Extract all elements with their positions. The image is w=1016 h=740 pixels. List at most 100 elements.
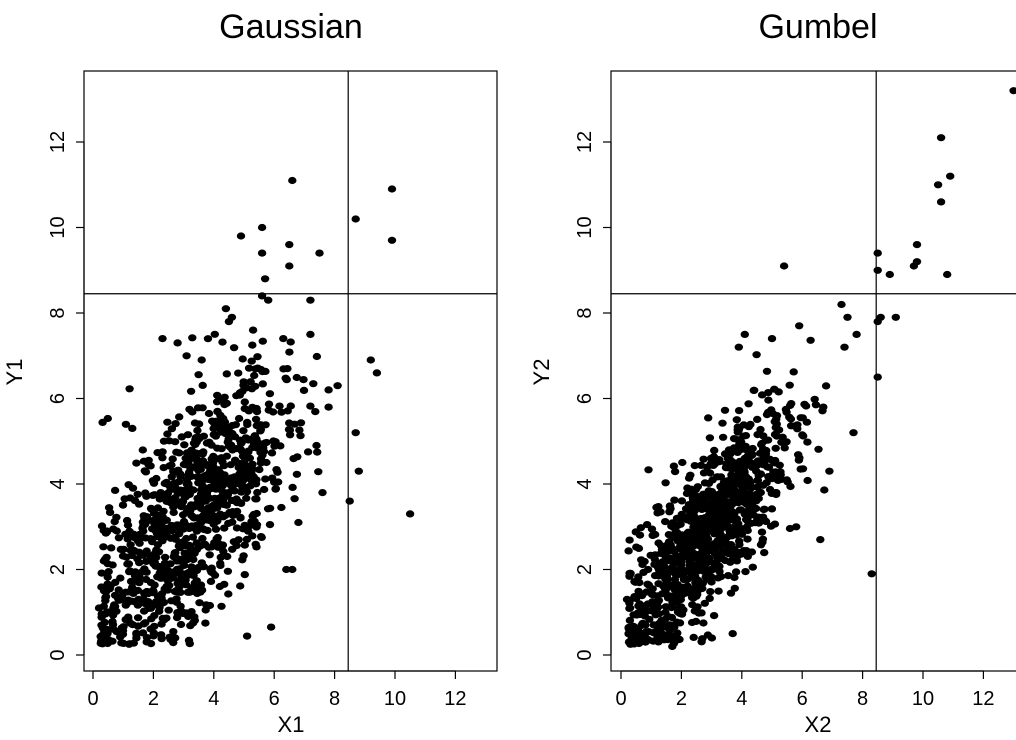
data-point: [184, 468, 194, 476]
data-point: [295, 426, 304, 434]
data-point: [678, 458, 687, 467]
data-point: [693, 530, 702, 538]
data-point: [635, 579, 644, 587]
data-point: [237, 447, 247, 455]
data-point: [251, 382, 260, 390]
data-point: [643, 565, 653, 574]
data-point: [220, 393, 229, 401]
data-point: [243, 418, 252, 426]
data-point: [660, 582, 669, 590]
data-point: [669, 592, 678, 600]
data-point: [732, 531, 741, 539]
data-point: [625, 616, 635, 625]
data-point: [226, 441, 236, 449]
data-point: [138, 518, 148, 526]
data-point: [125, 385, 134, 393]
data-point: [299, 386, 309, 394]
data-point: [155, 603, 164, 612]
data-point: [309, 380, 318, 388]
data-point: [748, 444, 757, 453]
data-point: [767, 505, 777, 513]
data-point: [187, 446, 196, 454]
data-point: [758, 445, 768, 453]
data-point: [171, 420, 180, 428]
data-point: [169, 508, 178, 517]
data-point: [285, 419, 294, 427]
data-point: [675, 619, 685, 627]
data-point: [101, 529, 111, 537]
data-point: [216, 474, 225, 483]
data-point: [245, 522, 254, 530]
data-point: [282, 565, 291, 574]
data-point: [294, 518, 303, 527]
data-point: [125, 567, 134, 575]
data-point: [187, 588, 196, 596]
data-point: [733, 426, 742, 434]
data-point: [140, 565, 149, 573]
x-tick-label: 6: [797, 688, 808, 710]
data-point: [794, 456, 804, 464]
data-point: [671, 598, 681, 606]
data-point: [126, 546, 135, 555]
data-point: [182, 352, 191, 360]
x-tick-label: 6: [269, 688, 280, 710]
data-point: [405, 510, 415, 518]
gumbel-panel: Gumbel 0 2 4 6 8 10 12 0 2 4 6 8 10 12 X2 Y2: [529, 8, 1016, 737]
data-point: [217, 445, 226, 453]
data-point: [698, 567, 707, 575]
data-point: [387, 185, 397, 193]
data-point: [198, 381, 207, 389]
data-point: [179, 555, 188, 563]
data-point: [201, 619, 210, 627]
data-point: [909, 262, 919, 270]
data-point: [282, 376, 291, 384]
data-point: [171, 535, 180, 543]
data-point: [799, 432, 808, 440]
data-point: [946, 172, 955, 180]
data-point: [141, 600, 150, 608]
data-point: [103, 573, 112, 581]
data-point: [366, 356, 375, 364]
data-point: [265, 504, 275, 512]
data-point: [735, 441, 744, 449]
data-point: [705, 574, 714, 582]
data-point: [223, 552, 232, 561]
data-point: [124, 596, 133, 604]
data-point: [252, 408, 262, 416]
data-point: [699, 455, 708, 463]
data-point: [744, 423, 753, 431]
data-point: [240, 405, 249, 413]
data-point: [185, 405, 194, 413]
data-point: [292, 373, 301, 382]
data-point: [867, 570, 876, 578]
data-point: [299, 376, 308, 384]
data-point: [248, 326, 258, 334]
data-point: [793, 421, 802, 429]
data-point: [285, 262, 294, 270]
data-point: [735, 457, 745, 465]
data-point: [185, 640, 194, 648]
data-point: [912, 241, 922, 249]
data-point: [756, 425, 765, 434]
data-point: [207, 503, 216, 511]
data-point: [121, 588, 130, 596]
data-point: [163, 489, 173, 497]
data-point: [108, 561, 117, 569]
data-point: [709, 520, 719, 528]
data-point: [747, 484, 756, 492]
data-point: [220, 580, 229, 588]
x-axis: 0 2 4 6 8 10 12: [87, 670, 467, 710]
data-point: [188, 547, 197, 555]
data-point: [652, 503, 661, 511]
data-point: [704, 479, 714, 487]
data-point: [195, 599, 204, 607]
data-point: [733, 492, 743, 501]
data-point: [671, 530, 680, 538]
data-point: [730, 573, 739, 582]
data-point: [689, 523, 698, 531]
y-tick-label: 10: [47, 216, 69, 238]
y-tick-label: 2: [47, 564, 69, 575]
x-tick-label: 4: [208, 688, 219, 710]
data-point: [211, 525, 221, 533]
